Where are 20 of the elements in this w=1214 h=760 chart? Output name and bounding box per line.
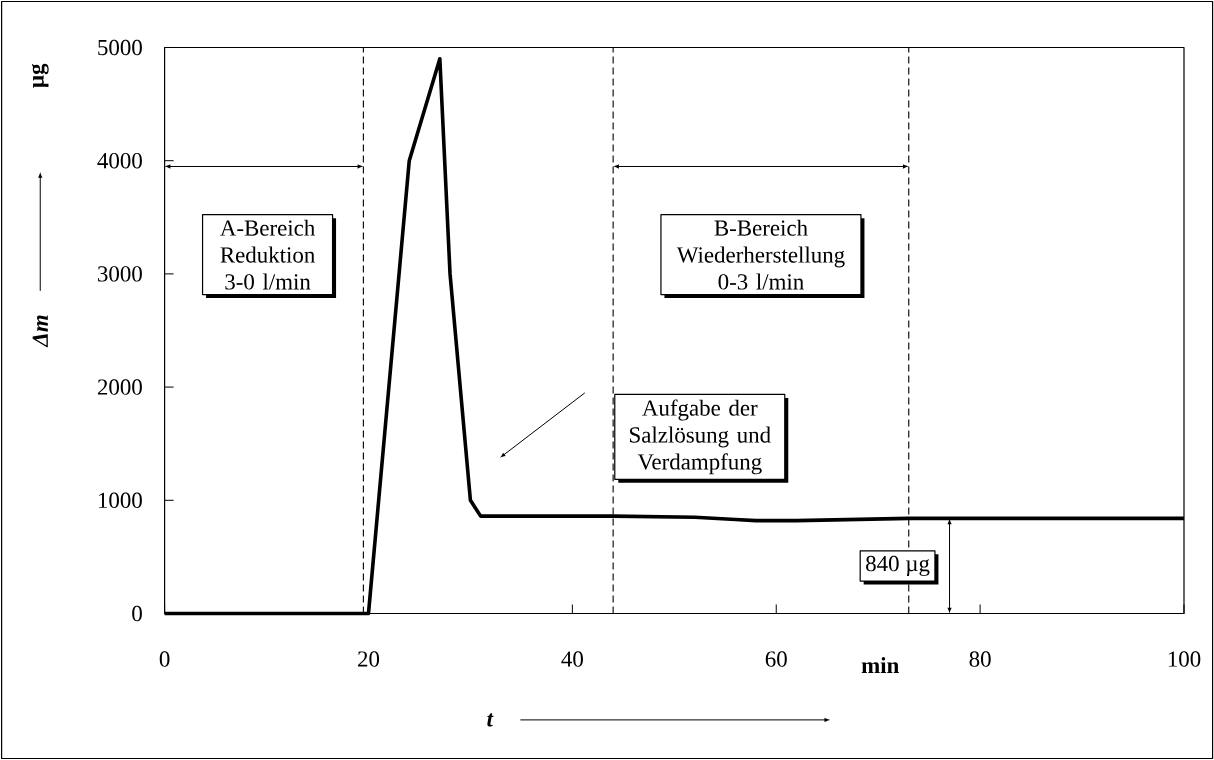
y-tick-label: 5000: [98, 39, 142, 56]
annotation: 840 µg: [866, 555, 930, 577]
x-tick-label: 100: [1168, 651, 1201, 667]
y-axis-title: Δm: [32, 315, 48, 348]
text: min: [861, 657, 899, 673]
y-tick-label: 2000: [97, 379, 142, 395]
y-tick-label: 3000: [98, 266, 142, 282]
x-axis-title: t: [487, 713, 494, 727]
y-tick-label: 1000: [98, 492, 142, 509]
annotation: A-Bereich Reduktion 3-0 l/min: [220, 219, 315, 290]
x-tick-label: 80: [969, 651, 991, 667]
annotation: Aufgabe der Salzlösung und Verdampfung: [630, 399, 771, 475]
x-tick-label: 60: [765, 651, 787, 667]
x-tick-label: 0: [159, 651, 170, 667]
x-tick-label: 40: [561, 651, 583, 667]
y-tick-label: 0: [132, 605, 142, 622]
text: µg: [31, 63, 49, 88]
y-tick-label: 4000: [97, 152, 142, 169]
x-tick-label: 20: [358, 651, 380, 667]
annotation: B-Bereich Wiederherstellung 0-3 l/min: [676, 219, 845, 290]
